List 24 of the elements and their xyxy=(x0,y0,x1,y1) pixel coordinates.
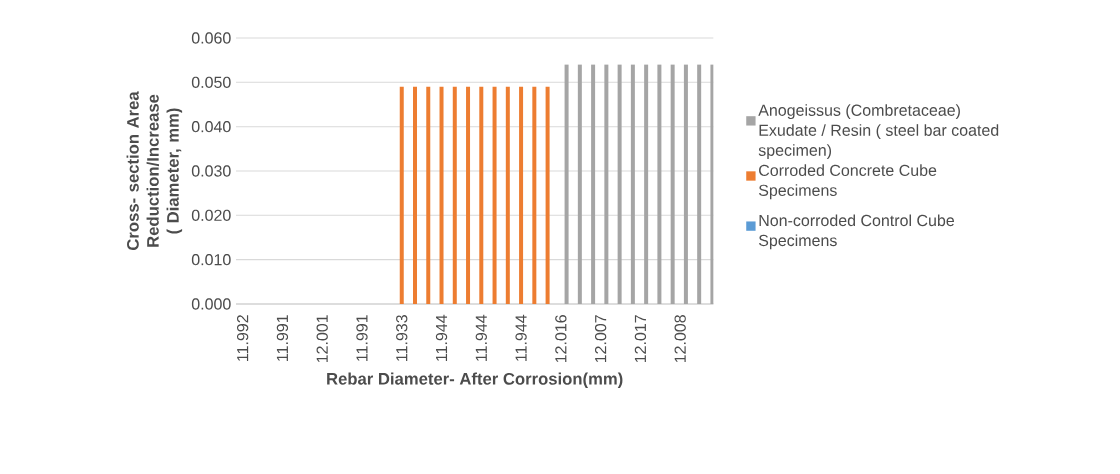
x-tick-label: 11.991 xyxy=(276,315,289,361)
y-tick-label: 0.050 xyxy=(191,76,231,88)
y-tick-label: 0.010 xyxy=(191,254,231,266)
y-tick-label: 0.020 xyxy=(191,209,231,221)
x-tick-label: 11.992 xyxy=(236,315,249,361)
x-axis-title: Rebar Diameter- After Corrosion(mm) xyxy=(327,372,623,389)
x-tick-label: 11.933 xyxy=(396,315,408,361)
x-tick-label: 11.944 xyxy=(475,314,487,361)
x-tick-label: 12.016 xyxy=(555,315,567,363)
y-tick-label: 0.030 xyxy=(191,165,231,177)
legend-label: Non-corroded Control Cube Specimens xyxy=(758,214,955,250)
x-tick-label: 11.991 xyxy=(356,315,368,361)
x-tick-label: 11.944 xyxy=(435,314,448,361)
y-tick-label: 0.000 xyxy=(191,298,231,310)
x-tick-label: 12.008 xyxy=(674,315,686,363)
x-tick-label: 11.944 xyxy=(515,314,527,361)
y-tick-label: 0.040 xyxy=(191,121,231,133)
legend-label: Corroded Concrete Cube Specimens xyxy=(758,164,937,200)
x-tick-label: 12.001 xyxy=(316,315,328,363)
y-tick-label: 0.060 xyxy=(191,32,231,44)
y-axis-title: Cross- section Area Reduction/Increase ( Diameter, mm) xyxy=(126,91,183,250)
x-tick-label: 12.017 xyxy=(634,315,647,363)
legend-label: Anogeissus (Combretaceae) Exudate / Resin ( steel bar coated specimen) xyxy=(758,104,999,160)
x-tick-label: 12.007 xyxy=(594,315,607,363)
